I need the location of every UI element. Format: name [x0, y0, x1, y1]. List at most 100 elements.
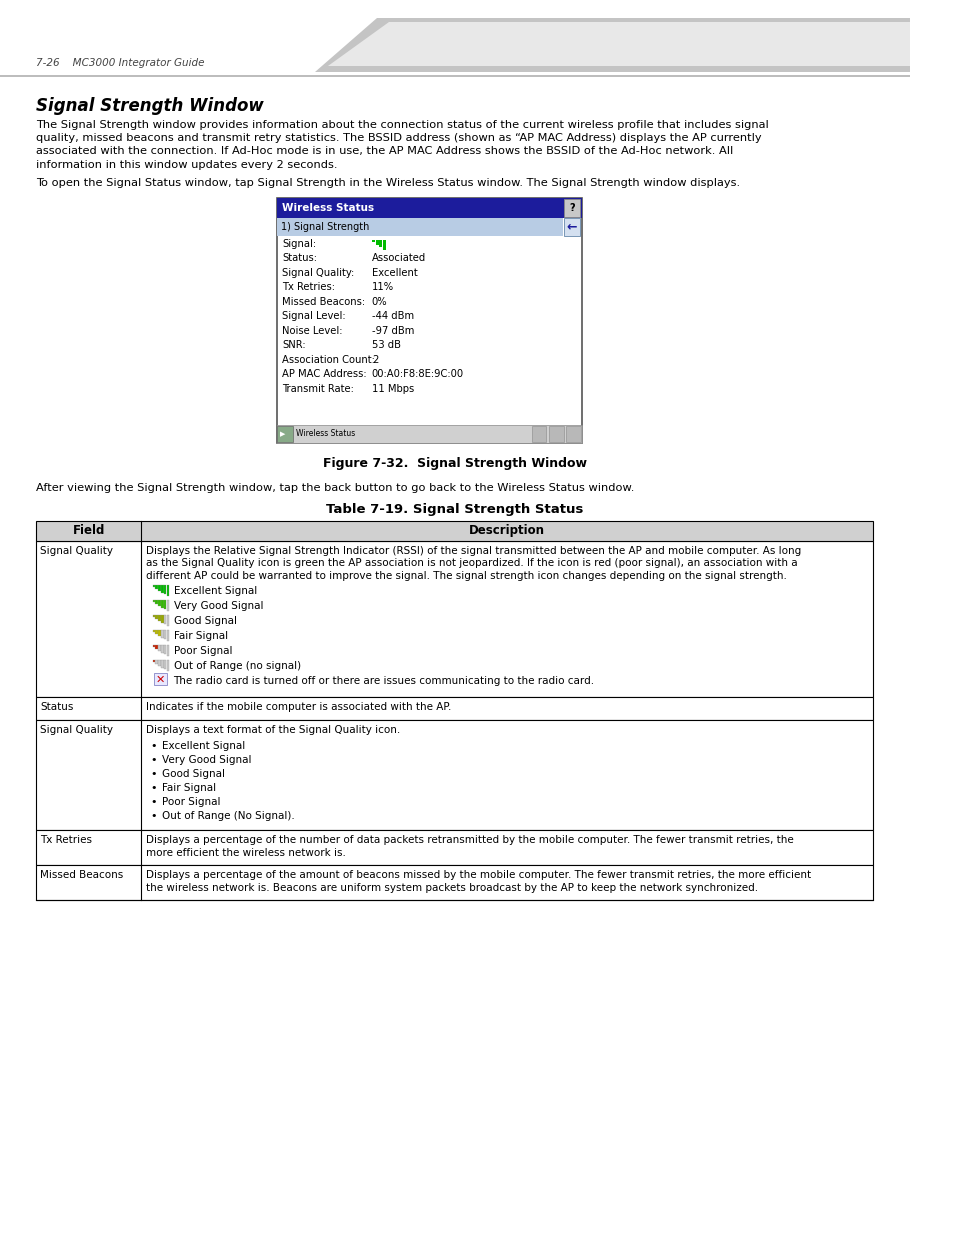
Text: Noise Level:: Noise Level:	[282, 326, 342, 336]
Text: •: •	[151, 798, 156, 808]
Text: Signal Level:: Signal Level:	[282, 311, 346, 321]
Text: Missed Beacons: Missed Beacons	[40, 871, 123, 881]
Polygon shape	[328, 22, 909, 65]
Bar	[155, 585, 157, 589]
Text: Signal Quality: Signal Quality	[40, 725, 112, 735]
Text: Excellent Signal: Excellent Signal	[162, 741, 245, 751]
Bar	[152, 646, 154, 647]
Bar	[167, 646, 169, 656]
Bar	[564, 217, 579, 236]
Text: Status: Status	[40, 703, 73, 713]
Text: ←: ←	[566, 220, 577, 233]
Text: 7-26    MC3000 Integrator Guide: 7-26 MC3000 Integrator Guide	[36, 58, 205, 68]
Bar	[372, 240, 375, 242]
Text: 11%: 11%	[372, 283, 394, 293]
Text: Status:: Status:	[282, 253, 317, 263]
Text: -97 dBm: -97 dBm	[372, 326, 414, 336]
Bar	[379, 240, 382, 247]
Bar	[167, 600, 169, 611]
Polygon shape	[314, 19, 909, 72]
Bar	[164, 585, 166, 594]
Bar	[36, 541, 873, 698]
Bar	[164, 646, 166, 655]
Bar	[158, 600, 160, 605]
Bar	[375, 240, 378, 245]
Bar	[167, 585, 169, 597]
Text: Wireless Status: Wireless Status	[295, 430, 355, 438]
Text: Very Good Signal: Very Good Signal	[162, 756, 252, 766]
Text: Out of Range (No Signal).: Out of Range (No Signal).	[162, 811, 294, 821]
Text: different AP could be warranted to improve the signal. The signal strength icon : different AP could be warranted to impro…	[146, 571, 786, 580]
Text: Description: Description	[469, 525, 545, 537]
Text: The radio card is turned off or there are issues communicating to the radio card: The radio card is turned off or there ar…	[173, 677, 594, 687]
Text: Missed Beacons:: Missed Beacons:	[282, 296, 365, 306]
Bar	[155, 646, 157, 648]
Text: as the Signal Quality icon is green the AP association is not jeopardized. If th: as the Signal Quality icon is green the …	[146, 558, 797, 568]
Text: Tx Retries:: Tx Retries:	[282, 283, 335, 293]
Bar	[155, 600, 157, 604]
Bar	[164, 615, 166, 625]
Text: Excellent: Excellent	[372, 268, 417, 278]
Text: Displays a text format of the Signal Quality icon.: Displays a text format of the Signal Qua…	[146, 725, 399, 735]
Text: SNR:: SNR:	[282, 341, 306, 351]
Text: The Signal Strength window provides information about the connection status of t: The Signal Strength window provides info…	[36, 120, 768, 130]
Text: •: •	[151, 769, 156, 779]
Text: Associated: Associated	[372, 253, 426, 263]
Bar	[155, 630, 157, 634]
Text: Indicates if the mobile computer is associated with the AP.: Indicates if the mobile computer is asso…	[146, 703, 451, 713]
Bar	[152, 615, 154, 618]
Bar	[161, 585, 163, 593]
Text: Transmit Rate:: Transmit Rate:	[282, 384, 354, 394]
Bar	[158, 646, 160, 651]
Bar	[277, 426, 293, 442]
Bar	[161, 661, 163, 667]
Text: •: •	[151, 741, 156, 751]
Text: Good Signal: Good Signal	[173, 616, 236, 626]
Bar	[167, 630, 169, 641]
Bar	[167, 661, 169, 671]
Text: information in this window updates every 2 seconds.: information in this window updates every…	[36, 159, 337, 169]
Bar	[36, 866, 873, 900]
Bar	[276, 425, 581, 443]
Text: 53 dB: 53 dB	[372, 341, 400, 351]
Text: Displays a percentage of the number of data packets retransmitted by the mobile : Displays a percentage of the number of d…	[146, 835, 793, 845]
Bar	[158, 630, 160, 636]
Text: 1) Signal Strength: 1) Signal Strength	[281, 222, 369, 232]
Text: Wireless Status: Wireless Status	[282, 203, 374, 212]
Text: Tx Retries: Tx Retries	[40, 835, 91, 845]
Text: Signal Quality:: Signal Quality:	[282, 268, 355, 278]
Bar	[158, 615, 160, 621]
Text: Figure 7-32.  Signal Strength Window: Figure 7-32. Signal Strength Window	[322, 457, 586, 469]
Text: -44 dBm: -44 dBm	[372, 311, 414, 321]
Text: 00:A0:F8:8E:9C:00: 00:A0:F8:8E:9C:00	[372, 369, 463, 379]
Bar	[549, 426, 563, 442]
Bar	[153, 673, 167, 685]
Text: ✕: ✕	[155, 674, 165, 684]
Text: After viewing the Signal Strength window, tap the back button to go back to the : After viewing the Signal Strength window…	[36, 483, 634, 493]
Text: Field: Field	[72, 525, 105, 537]
Bar	[36, 830, 873, 866]
Text: Displays the Relative Signal Strength Indicator (RSSI) of the signal transmitted: Displays the Relative Signal Strength In…	[146, 546, 801, 556]
Bar	[161, 600, 163, 608]
Bar	[161, 630, 163, 637]
Text: 0%: 0%	[372, 296, 387, 306]
Bar	[158, 585, 160, 590]
Bar	[532, 426, 546, 442]
Bar	[164, 661, 166, 669]
Text: Displays a percentage of the amount of beacons missed by the mobile computer. Th: Displays a percentage of the amount of b…	[146, 871, 810, 881]
Bar	[152, 630, 154, 632]
Bar	[566, 426, 580, 442]
Text: Poor Signal: Poor Signal	[162, 798, 220, 808]
Bar	[383, 240, 386, 249]
Bar	[152, 661, 154, 662]
Text: more efficient the wireless network is.: more efficient the wireless network is.	[146, 847, 345, 858]
Text: Fair Signal: Fair Signal	[173, 631, 228, 641]
Bar	[164, 600, 166, 609]
Text: Poor Signal: Poor Signal	[173, 646, 232, 656]
Bar	[36, 720, 873, 830]
Text: Signal Strength Window: Signal Strength Window	[36, 98, 264, 115]
Bar	[276, 198, 581, 217]
Bar	[161, 646, 163, 652]
Text: •: •	[151, 783, 156, 793]
Text: associated with the connection. If Ad-Hoc mode is in use, the AP MAC Address sho: associated with the connection. If Ad-Ho…	[36, 147, 733, 157]
